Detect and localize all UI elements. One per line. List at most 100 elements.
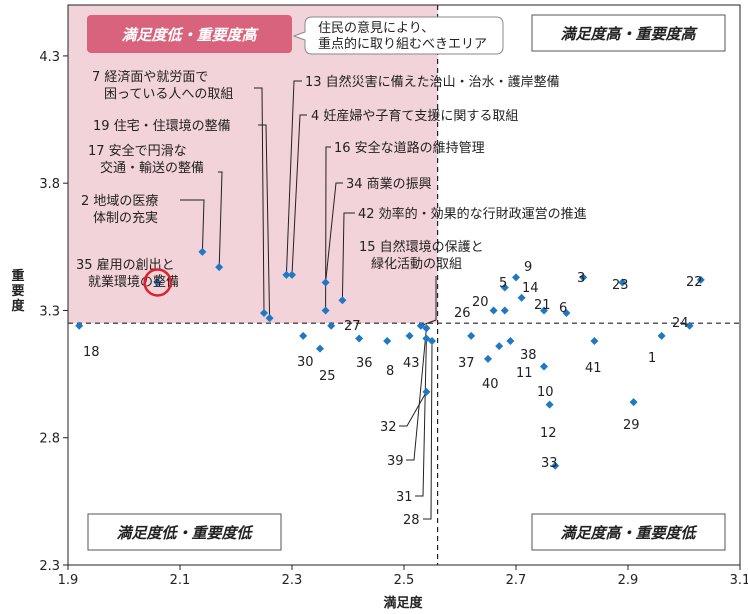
point-label-37: 37 [458,356,475,371]
quadrant-badge-bottom-right [531,513,726,551]
point-28 [428,337,436,345]
point-43 [405,331,414,340]
point-label-27: 27 [344,319,361,334]
y-axis-title-char: 重 [11,268,24,284]
y-axis-title-char: 度 [11,298,25,314]
point-label-15: 15 自然環境の保護と緑化活動の取組 [359,239,484,272]
quadrant-label-bottom-right: 満足度高・重要度低 [560,524,698,542]
y-tick-label: 2.3 [39,559,60,574]
leader-line-2 [180,199,205,252]
quadrant-label-top-right: 満足度高・重要度高 [560,25,698,43]
point-25 [316,344,324,353]
point-3 [579,273,588,282]
point-24 [685,321,694,330]
x-axis-title: 満足度 [383,595,423,611]
x-tick-label: 2.7 [506,573,527,588]
axis-ticks: 1.9 2.1 2.3 2.5 2.7 2.9 3.1 2.3 2.8 3.3 3.8 4.3 [39,50,748,588]
point-42 [338,296,347,305]
point-label-5: 5 [499,276,507,291]
point-label-30: 30 [297,355,314,370]
leader-line-42 [341,212,355,301]
point-1 [657,331,666,340]
x-tick-label: 1.9 [58,573,79,588]
point-label-9: 9 [524,260,532,275]
point-14 [517,293,526,302]
point-label-42: 42 効率的・効果的な行財政運営の推進 [358,206,587,222]
leader-line-4 [291,114,307,275]
point-30 [299,331,308,340]
point-label-35: 35 雇用の創出と就業環境の整備 [76,257,179,290]
point-19 [265,314,274,323]
point-label-29: 29 [623,418,640,433]
point-35 [153,278,162,287]
point-label-18: 18 [83,345,100,360]
point-label-3: 3 [577,271,585,286]
point-label-20: 20 [472,295,489,310]
point-label-16: 16 安全な道路の維持管理 [334,140,485,156]
point-label-43: 43 [403,356,420,371]
leader-line-28 [423,340,433,520]
point-39 [422,324,431,333]
leader-line-34 [325,182,343,283]
point-label-36: 36 [356,356,373,371]
point-label-26: 26 [454,306,471,321]
point-7 [260,309,268,317]
point-9 [512,273,520,282]
point-label-14: 14 [522,281,539,296]
highlight-circle [143,268,172,297]
quadrant-badge-bottom-left [87,513,282,551]
point-label-32: 32 [380,420,397,435]
callout-bubble [292,16,504,55]
point-label-6: 6 [559,301,567,316]
point-26 [489,306,498,315]
priority-region-shading [68,5,438,324]
leader-line-16 [325,146,331,311]
point-label-28: 28 [403,513,420,528]
point-11 [495,342,504,351]
point-21 [540,306,548,315]
point-17 [215,263,224,272]
point-16 [321,306,330,315]
point-label-40: 40 [482,377,499,392]
point-22 [696,275,705,284]
point-label-4: 4 妊産婦や子育て支援に関する取組 [311,108,518,124]
point-label-10: 10 [537,385,554,400]
leader-line-13 [285,80,302,275]
point-label-39: 39 [387,454,404,469]
point-20 [500,306,509,315]
point-label-11: 11 [516,366,533,381]
point-15 [416,321,425,330]
point-10 [540,362,548,371]
y-axis-title: 重要度 [11,268,25,314]
leader-line-15 [420,276,437,327]
data-points [75,247,705,470]
point-labels: 1 2 地域の医療体制の充実 3 4 妊産婦や子育て支援に関する取組 5 6 7 経済面や就… [76,69,703,528]
point-label-7: 7 経済面や就労面で困っている人への取組 [92,69,233,102]
x-tick-label: 3.1 [730,573,748,588]
leader-line-39 [406,328,427,461]
quadrant-label-top-left: 満足度低・重要度高 [121,26,259,44]
point-label-41: 41 [585,361,602,376]
point-label-19: 19 住宅・住環境の整備 [93,118,231,134]
point-label-21: 21 [534,298,551,313]
point-label-24: 24 [672,316,689,331]
callout-text: 住民の意見により、重点的に取り組むべきエリア [318,20,487,52]
point-label-33: 33 [541,456,558,471]
point-label-22: 22 [686,275,703,290]
point-37 [467,331,476,340]
y-axis-title-char: 要 [11,284,24,299]
point-40 [484,354,492,363]
point-36 [355,334,364,343]
point-5 [500,283,509,292]
point-label-17: 17 安全で円滑な交通・輸送の整備 [88,143,204,176]
y-tick-label: 4.3 [39,50,60,65]
x-tick-label: 2.9 [618,573,639,588]
point-8 [383,337,392,345]
point-23 [618,278,627,287]
quadrant-badge-top-left [87,15,292,53]
point-label-8: 8 [386,364,394,379]
point-4 [288,270,296,279]
y-tick-label: 3.8 [39,177,60,192]
point-label-12: 12 [540,426,557,441]
